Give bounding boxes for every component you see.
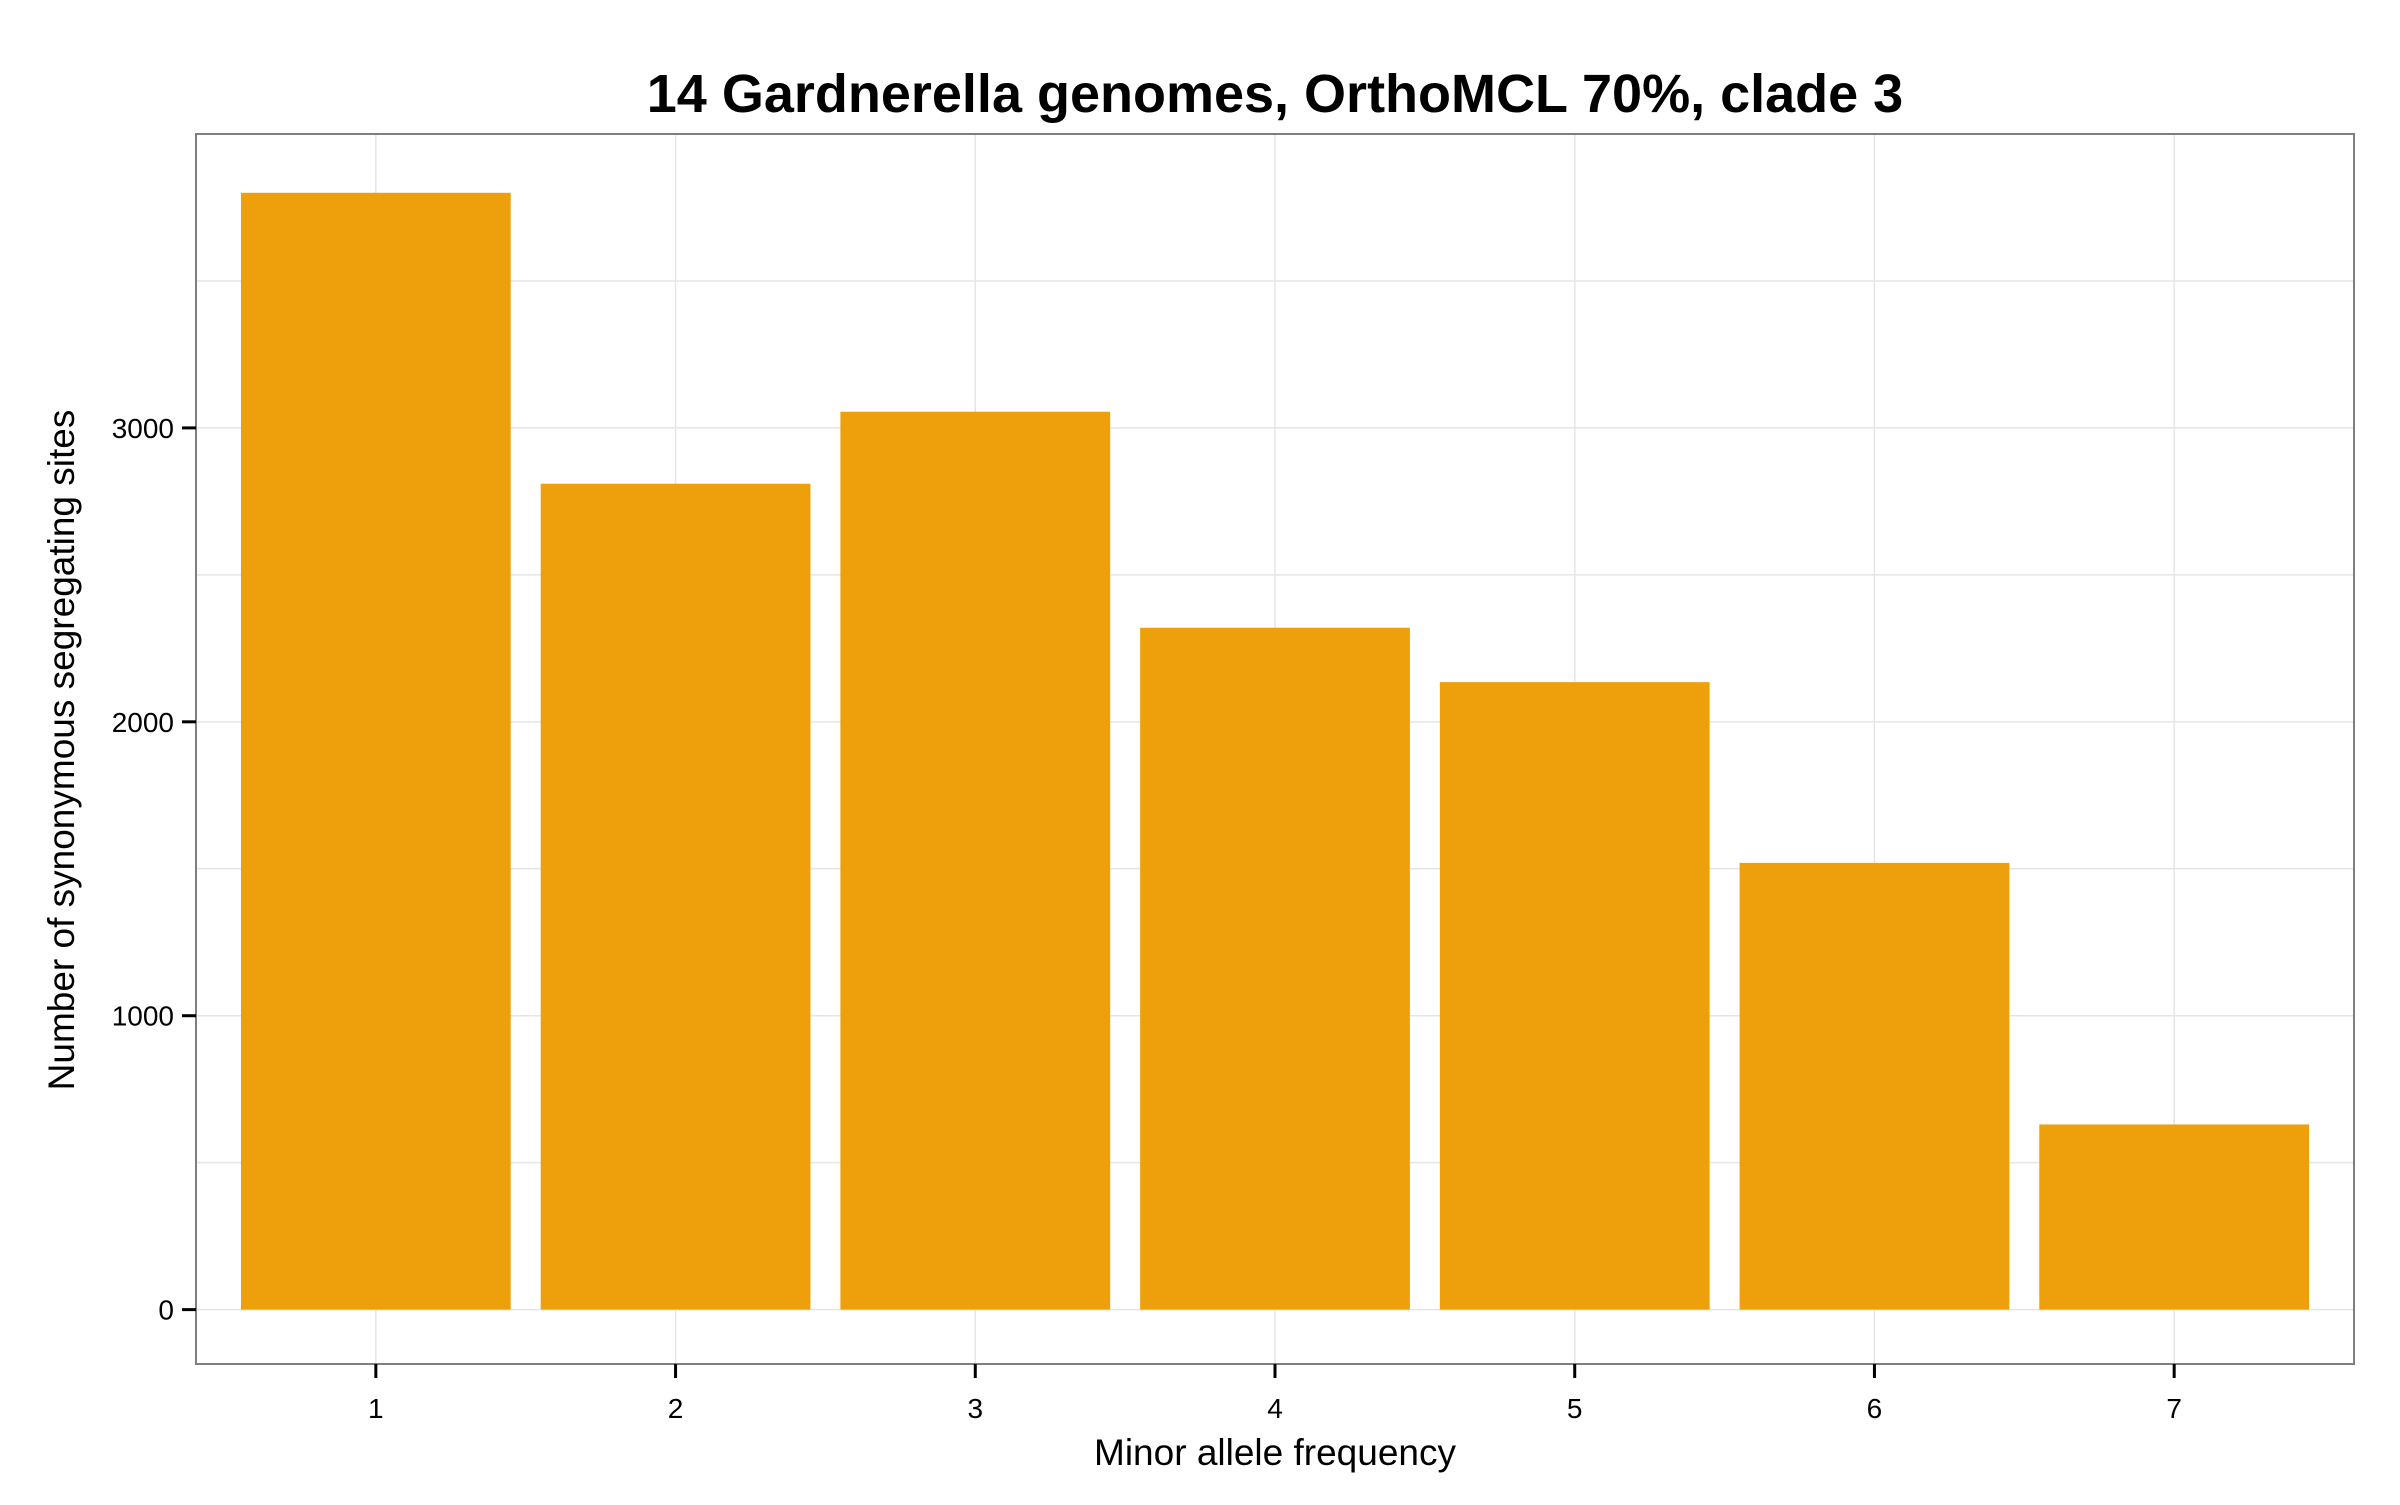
- bars: [240, 192, 2310, 1310]
- chart-title: 14 Gardnerella genomes, OrthoMCL 70%, cl…: [647, 64, 1903, 124]
- y-axis-title: Number of synonymous segregating sites: [41, 410, 82, 1091]
- bar-5: [1439, 682, 1710, 1310]
- y-tick-label: 3000: [112, 413, 174, 444]
- bar-4: [1140, 627, 1410, 1310]
- y-tick-label: 0: [158, 1295, 174, 1326]
- bar-3: [840, 411, 1111, 1310]
- x-tick-label: 4: [1267, 1393, 1283, 1424]
- x-tick-label: 6: [1867, 1393, 1883, 1424]
- bar-1: [240, 192, 511, 1310]
- bar-2: [540, 483, 811, 1310]
- bar-6: [1739, 862, 2010, 1310]
- x-tick-label: 7: [2166, 1393, 2182, 1424]
- x-tick-label: 3: [967, 1393, 983, 1424]
- y-tick-label: 1000: [112, 1001, 174, 1032]
- x-tick-label: 2: [668, 1393, 684, 1424]
- x-axis-title: Minor allele frequency: [1094, 1432, 1456, 1473]
- x-tick-label: 1: [368, 1393, 384, 1424]
- bar-7: [2039, 1124, 2310, 1310]
- x-tick-label: 5: [1567, 1393, 1583, 1424]
- y-tick-label: 2000: [112, 707, 174, 738]
- axes: 0 1000 2000 3000 1 2 3 4 5 6 7: [112, 413, 2182, 1424]
